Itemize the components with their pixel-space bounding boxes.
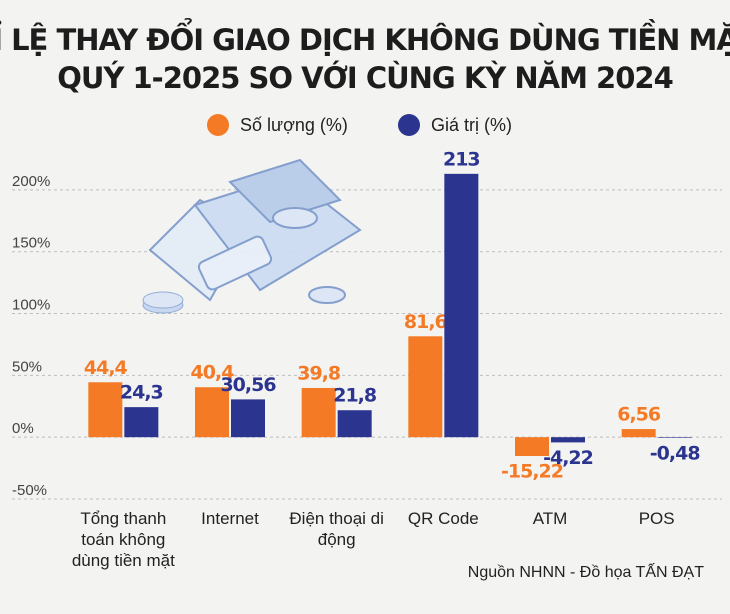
- y-tick-label: 100%: [12, 297, 50, 314]
- bar: [657, 437, 692, 438]
- x-tick-label: POS: [638, 509, 675, 528]
- value-label: 40,4: [191, 362, 235, 384]
- bar: [301, 387, 336, 438]
- value-label: 6,56: [617, 404, 661, 426]
- y-tick-label: 150%: [12, 235, 50, 252]
- bar: [124, 407, 159, 438]
- bar: [444, 173, 479, 438]
- bar: [515, 437, 549, 456]
- value-label: 44,4: [84, 357, 128, 379]
- value-label: 213: [443, 148, 480, 170]
- legend-marker: [207, 114, 229, 136]
- bar: [195, 387, 229, 438]
- chart-title: TỈ LỆ THAY ĐỔI GIAO DỊCH KHÔNG DÙNG TIỀN…: [0, 17, 730, 57]
- legend-label: Số lượng (%): [240, 115, 348, 135]
- y-tick-label: 50%: [12, 358, 42, 375]
- legend-label: Giá trị (%): [431, 115, 512, 135]
- value-label: -0,48: [650, 442, 701, 464]
- value-label: 24,3: [120, 382, 163, 404]
- y-tick-label: 0%: [12, 420, 34, 437]
- bar: [408, 336, 443, 438]
- value-label: -15,22: [501, 460, 563, 482]
- y-tick-label: 200%: [12, 173, 50, 190]
- illustration: [142, 158, 362, 314]
- value-label: 81,6: [404, 311, 448, 333]
- bar: [231, 399, 265, 438]
- grid: -50% 0% 50% 100% 150% 200%: [12, 173, 722, 500]
- y-tick-label: -50%: [12, 482, 47, 499]
- bar: [551, 437, 585, 443]
- x-tick-label: Điện thoại di động: [289, 509, 384, 549]
- value-label: -4,22: [543, 447, 593, 469]
- bar: [337, 410, 372, 438]
- x-tick-label: ATM: [532, 509, 568, 528]
- bar: [621, 429, 656, 438]
- value-label: 39,8: [297, 362, 341, 384]
- bar: [88, 382, 123, 438]
- x-tick-label: Tổng thanh toán không dùng tiền mặt: [71, 509, 175, 570]
- x-tick-label: Internet: [201, 509, 259, 528]
- value-label: 21,8: [333, 385, 377, 407]
- source-note: Nguồn NHNN - Đồ họa TẤN ĐẠT: [467, 564, 704, 581]
- legend-marker: [398, 114, 420, 136]
- chart-title: QUÝ 1-2025 SO VỚI CÙNG KỲ NĂM 2024: [57, 61, 673, 95]
- x-tick-label: QR Code: [407, 509, 479, 528]
- value-label: 30,56: [220, 374, 276, 396]
